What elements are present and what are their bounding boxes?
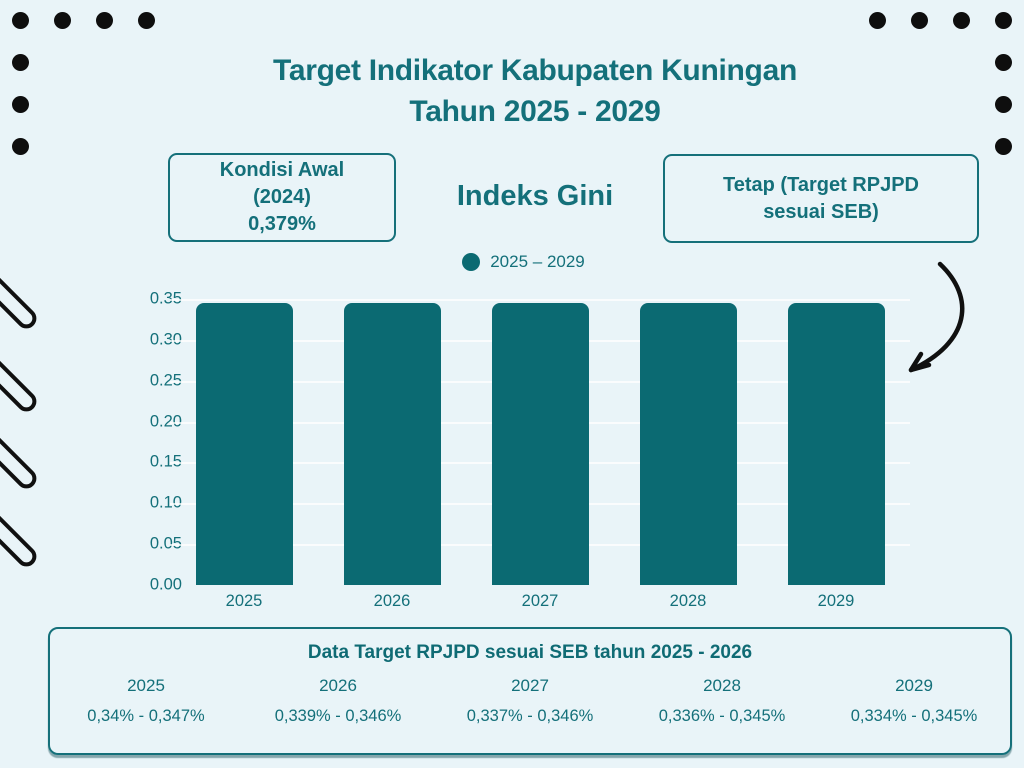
bar-2027 — [491, 303, 589, 585]
kondisi-awal-value: 0,379% — [248, 213, 316, 235]
page-title-line2: Tahun 2025 - 2029 — [409, 95, 661, 128]
page-title: Target Indikator Kabupaten Kuningan Tahu… — [50, 50, 1020, 132]
corner-dot — [995, 96, 1012, 113]
x-label-2025: 2025 — [225, 592, 263, 610]
corner-dot — [138, 12, 155, 29]
bar-2026 — [343, 303, 441, 585]
y-tick-label: 0.25 — [149, 371, 182, 390]
y-tick-label: 0.15 — [149, 452, 182, 471]
data-target-box: Data Target RPJPD sesuai SEB tahun 2025 … — [48, 627, 1012, 755]
x-label-2029: 2029 — [817, 592, 855, 610]
data-column-year: 2026 — [319, 676, 357, 695]
data-column-range: 0,339% - 0,346% — [274, 707, 402, 725]
corner-dot — [995, 12, 1012, 29]
data-column-year: 2028 — [703, 676, 741, 695]
tetap-line2: sesuai SEB) — [763, 200, 879, 223]
y-tick-label: 0.10 — [149, 493, 182, 512]
data-column-year: 2025 — [127, 676, 165, 695]
bar-2028 — [639, 303, 737, 585]
x-label-2027: 2027 — [521, 592, 559, 610]
bar-slot-2028 — [614, 299, 762, 585]
data-column-range: 0,336% - 0,345% — [658, 707, 786, 725]
corner-dot — [911, 12, 928, 29]
x-label-2026: 2026 — [373, 592, 411, 610]
corner-dot — [995, 54, 1012, 71]
page-title-line1: Target Indikator Kabupaten Kuningan — [273, 54, 797, 87]
tetap-line1: Tetap (Target RPJPD — [723, 173, 919, 196]
data-column-year: 2029 — [895, 676, 933, 695]
corner-dot — [12, 96, 29, 113]
kondisi-awal-line2: (2024) — [253, 186, 311, 208]
corner-dot — [953, 12, 970, 29]
x-axis-labels: 2025 2026 2027 2028 2029 — [170, 592, 910, 611]
data-column-range: 0,34% - 0,347% — [87, 707, 205, 725]
kondisi-awal-line1: Kondisi Awal — [219, 159, 345, 181]
diagonal-stripe — [0, 427, 41, 493]
diagonal-stripe — [0, 267, 41, 333]
bar-series — [170, 299, 910, 585]
kondisi-awal-box: Kondisi Awal (2024) 0,379% — [168, 153, 396, 242]
y-tick-label: 0.00 — [149, 575, 182, 594]
bar-slot-2026 — [318, 299, 466, 585]
y-tick-label: 0.35 — [149, 289, 182, 308]
gridline — [170, 299, 910, 301]
y-tick-label: 0.30 — [149, 330, 182, 349]
y-tick-label: 0.05 — [149, 534, 182, 553]
indicator-title: Indeks Gini — [456, 180, 614, 212]
data-column-2025: 2025 0,34% - 0,347% — [50, 676, 242, 726]
legend-label: 2025 – 2029 — [490, 252, 585, 271]
data-column-range: 0,337% - 0,346% — [466, 707, 594, 725]
data-target-title: Data Target RPJPD sesuai SEB tahun 2025 … — [307, 642, 753, 663]
corner-dot — [96, 12, 113, 29]
data-column-year: 2027 — [511, 676, 549, 695]
bar-2029 — [787, 303, 885, 585]
corner-dot — [869, 12, 886, 29]
data-column-2029: 2029 0,334% - 0,345% — [818, 676, 1010, 726]
diagonal-stripe — [0, 505, 41, 571]
tetap-box: Tetap (Target RPJPD sesuai SEB) — [663, 154, 979, 243]
legend-dot-icon — [462, 253, 481, 271]
corner-dot — [12, 54, 29, 71]
y-tick-label: 0.20 — [149, 412, 182, 431]
curved-arrow-icon — [908, 261, 965, 373]
x-label-2028: 2028 — [669, 592, 707, 610]
diagonal-stripe — [0, 350, 41, 416]
data-column-2026: 2026 0,339% - 0,346% — [242, 676, 434, 726]
bar-slot-2029 — [762, 299, 910, 585]
bar-slot-2027 — [466, 299, 614, 585]
data-column-2027: 2027 0,337% - 0,346% — [434, 676, 626, 726]
bar-slot-2025 — [170, 299, 318, 585]
data-column-range: 0,334% - 0,345% — [850, 707, 978, 725]
corner-dot — [12, 12, 29, 29]
corner-dot — [995, 138, 1012, 155]
data-target-columns: 2025 0,34% - 0,347% 2026 0,339% - 0,346% 202… — [50, 676, 1010, 726]
corner-dot — [12, 138, 29, 155]
plot-area — [170, 299, 910, 585]
corner-dot — [54, 12, 71, 29]
bar-2025 — [195, 303, 293, 585]
chart-legend: 2025 – 2029 — [0, 252, 1024, 272]
y-axis: 0.00 0.05 0.10 0.15 0.20 0.25 0.30 0.35 — [100, 290, 182, 594]
data-column-2028: 2028 0,336% - 0,345% — [626, 676, 818, 726]
